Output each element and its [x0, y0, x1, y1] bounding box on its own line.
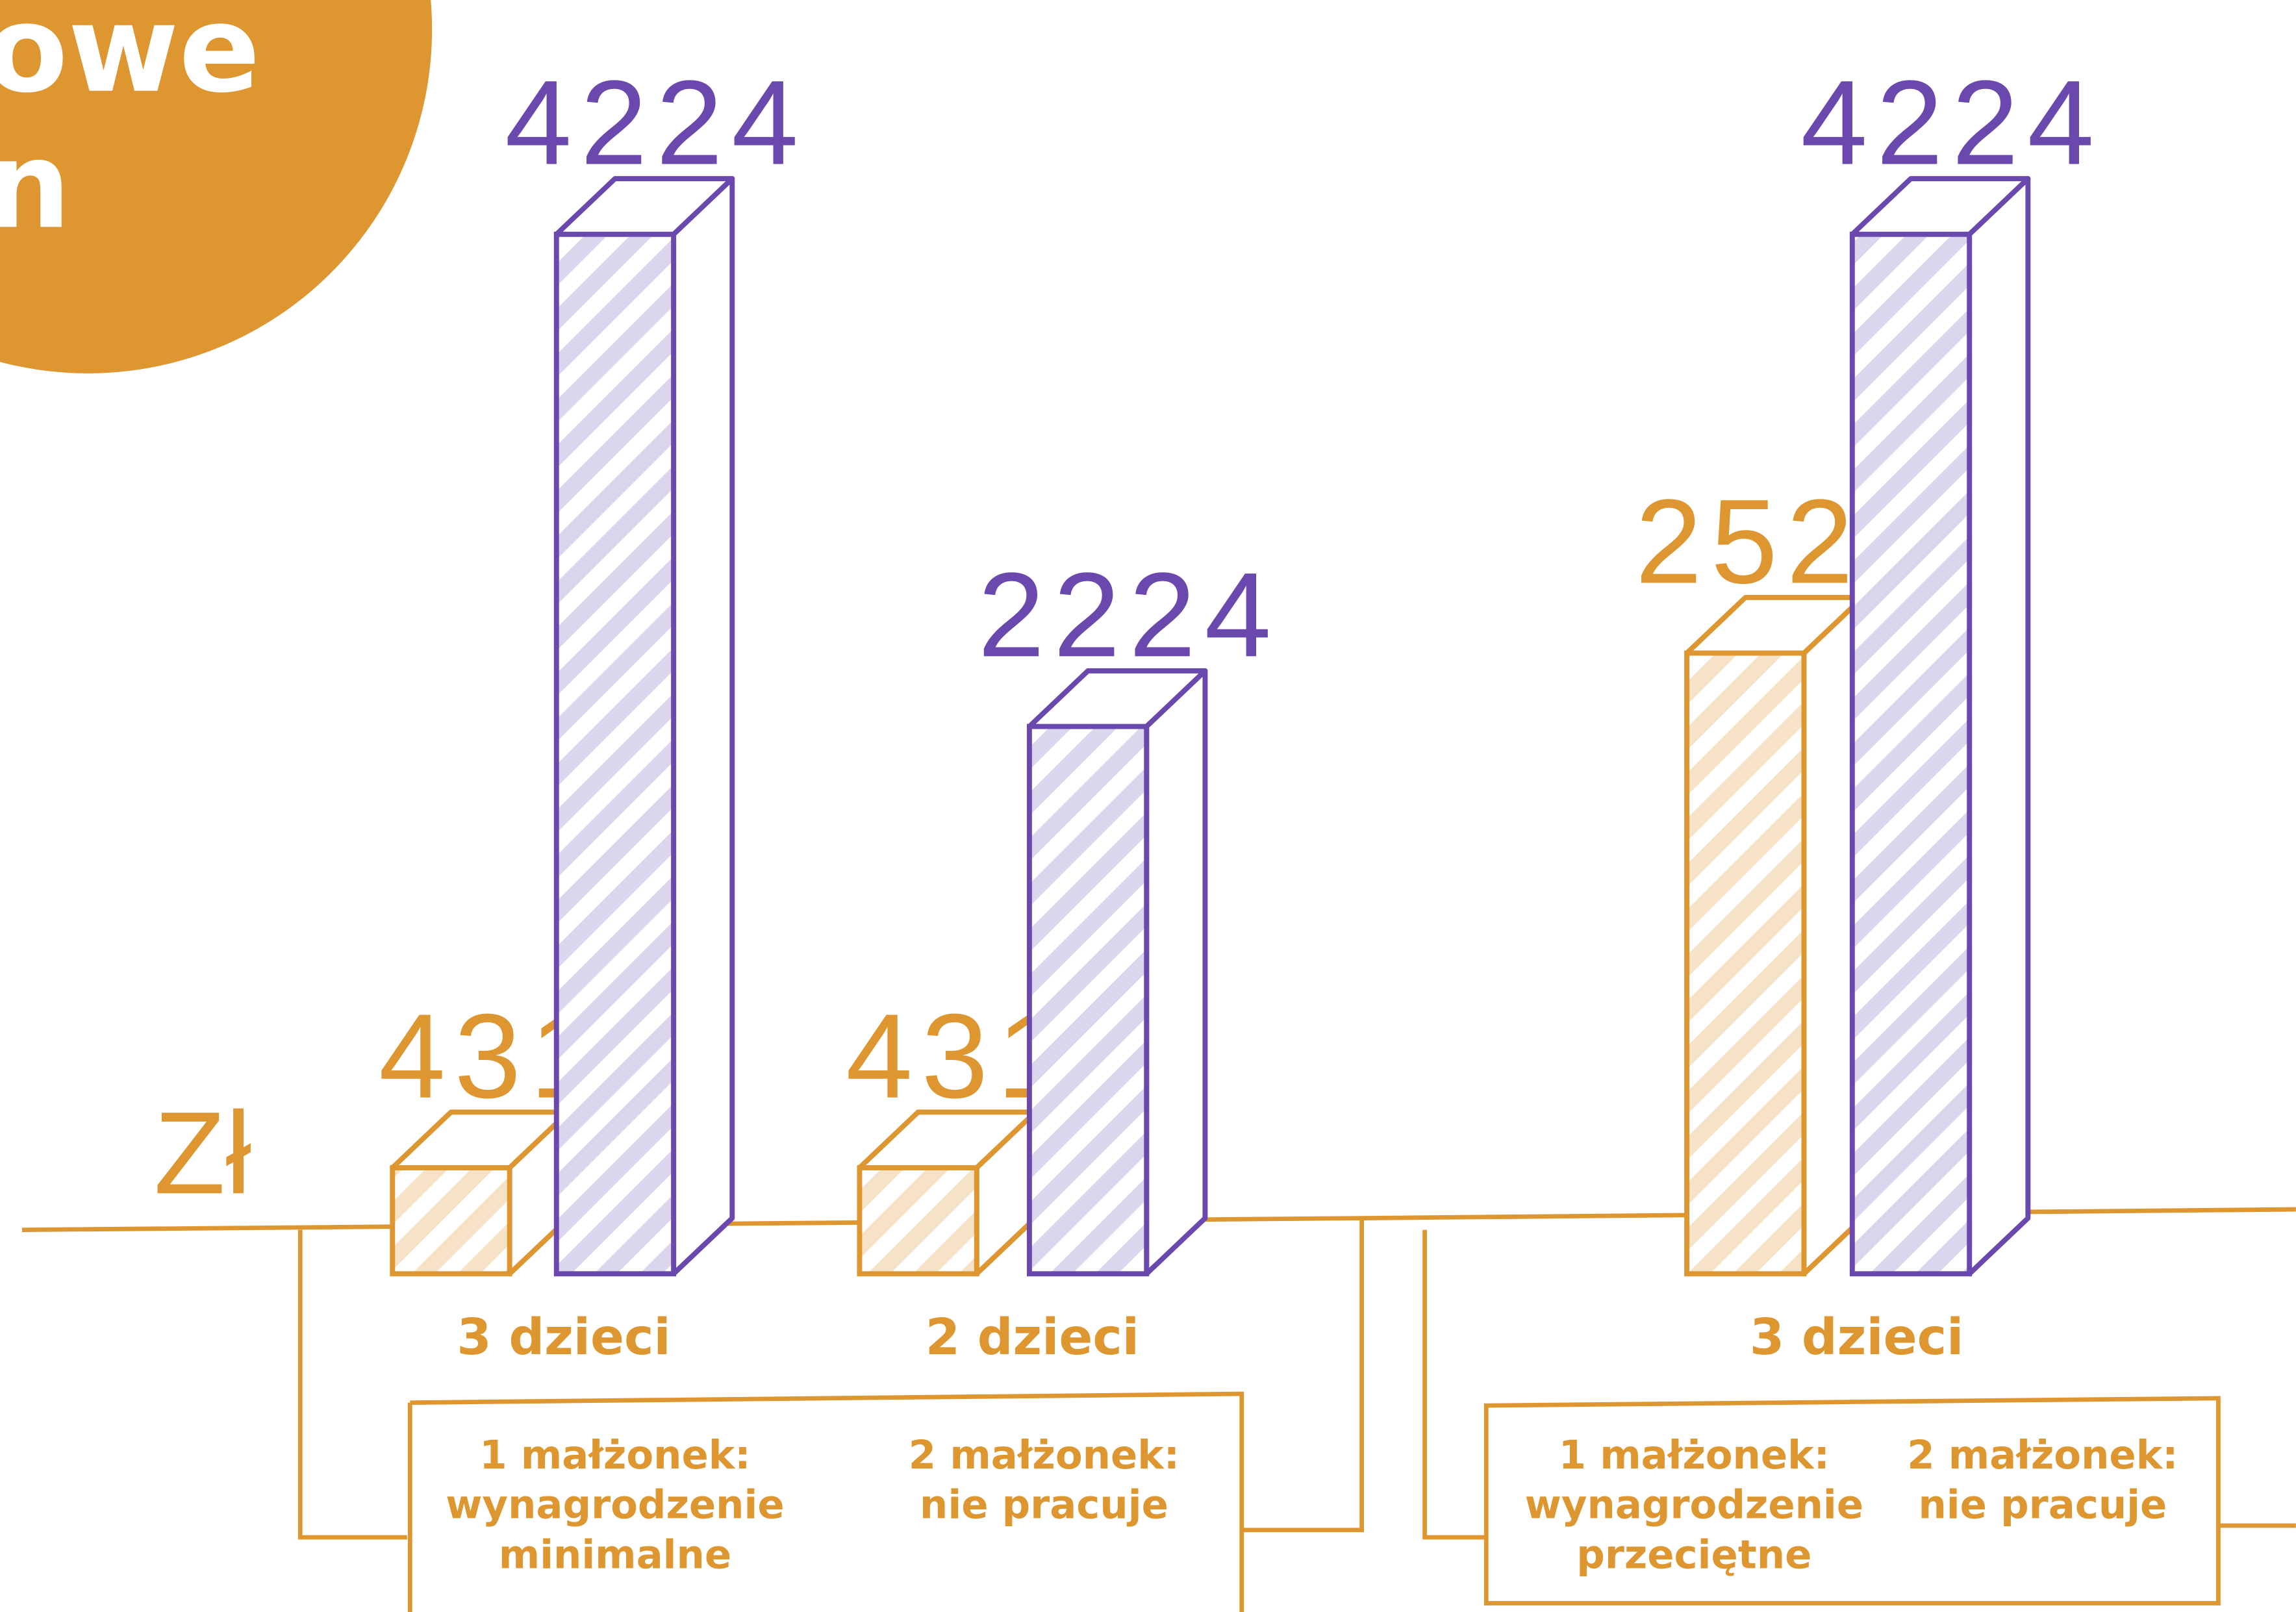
category-label: 2 dzieci: [926, 1309, 1139, 1366]
title-line: owe: [0, 0, 260, 120]
bar-side: [1967, 176, 2031, 1277]
bar-side: [671, 176, 735, 1277]
bar: [1849, 231, 1973, 1277]
bar: [857, 1165, 979, 1277]
bar: [1684, 650, 1807, 1277]
condition-text: 2 małżonek:: [909, 1433, 1180, 1478]
value-label: 4224: [505, 56, 807, 190]
bar-top: [1026, 668, 1208, 729]
condition-text: 1 małżonek:: [479, 1433, 750, 1478]
title-line: n: [0, 115, 71, 255]
value-label: 2224: [978, 548, 1280, 682]
condition-text: wynagrodzenie: [1525, 1483, 1863, 1528]
category-label: 3 dzieci: [457, 1309, 670, 1366]
bar: [1026, 724, 1150, 1277]
category-label: 3 dzieci: [1750, 1309, 1963, 1366]
condition-text: przeciętne: [1576, 1532, 1811, 1578]
bar-side: [1144, 668, 1208, 1277]
value-label: 4224: [1800, 56, 2102, 190]
condition-text: wynagrodzenie: [446, 1483, 784, 1528]
unit-label: Zł: [154, 1088, 251, 1218]
bar-top: [1849, 176, 2031, 237]
bar: [390, 1165, 512, 1277]
condition-text: 2 małżonek:: [1907, 1433, 2178, 1478]
condition-text: 1 małżonek:: [1559, 1433, 1830, 1478]
condition-text: nie pracuje: [1918, 1483, 2167, 1528]
bar: [553, 231, 677, 1277]
condition-text: minimalne: [499, 1532, 731, 1578]
condition-text: nie pracuje: [920, 1483, 1168, 1528]
bar-top: [553, 176, 735, 237]
title-blob: [0, 0, 432, 373]
